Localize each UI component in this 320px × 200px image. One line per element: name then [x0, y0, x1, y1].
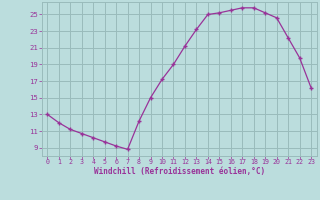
X-axis label: Windchill (Refroidissement éolien,°C): Windchill (Refroidissement éolien,°C)	[94, 167, 265, 176]
